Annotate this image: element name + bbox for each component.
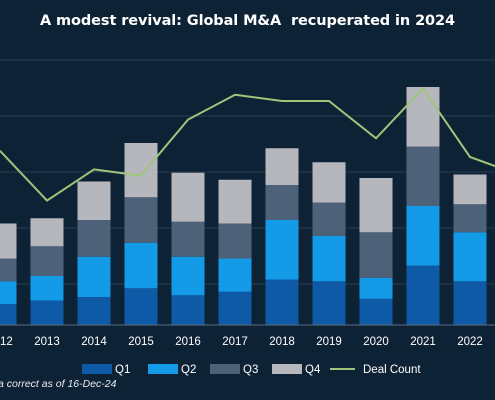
bar-q1-2019 (312, 281, 346, 325)
bar-q2-2021 (406, 206, 440, 266)
bar-q1-2020 (359, 298, 393, 325)
tick-label-2016: 2016 (175, 336, 201, 348)
bar-q3-2012 (0, 258, 17, 282)
bar-q2-2012 (0, 281, 17, 304)
bar-q4-2012 (0, 223, 17, 259)
tick-label-2014: 2014 (81, 336, 107, 348)
bar-q2-2016 (171, 256, 205, 296)
legend-label-q1: Q1 (115, 364, 130, 376)
bar-q3-2013 (30, 246, 64, 276)
tick-label-2019: 2019 (316, 336, 342, 348)
legend-swatch-q3 (210, 364, 240, 374)
bar-q3-2022 (453, 204, 487, 233)
legend-swatch-q2 (148, 364, 178, 374)
bar-q1-2016 (171, 295, 205, 325)
legend-swatch-q4 (272, 364, 302, 374)
bar-q3-2016 (171, 221, 205, 257)
legend-label-q2: Q2 (181, 364, 196, 376)
bar-q4-2018 (265, 148, 299, 185)
bar-q4-2021 (406, 87, 440, 147)
bar-q3-2017 (218, 223, 252, 259)
bar-q2-2022 (453, 232, 487, 282)
tick-label-2012: 2012 (0, 336, 13, 348)
chart-title: A modest revival: Global M&A recuperated… (39, 13, 456, 29)
tick-label-2017: 2017 (222, 336, 248, 348)
legend-label-q3: Q3 (243, 364, 258, 376)
bar-q1-2014 (77, 297, 111, 325)
bar-q2-2017 (218, 258, 252, 292)
bar-q2-2013 (30, 276, 64, 301)
bar-q4-2022 (453, 174, 487, 205)
bar-q1-2022 (453, 281, 487, 325)
legend-label-q4: Q4 (305, 364, 321, 376)
bar-q3-2021 (406, 146, 440, 206)
bar-q4-2016 (171, 172, 205, 222)
line-deal-count (0, 86, 495, 202)
tick-label-2013: 2013 (34, 336, 60, 348)
bar-q4-2019 (312, 162, 346, 203)
bar-q3-2019 (312, 202, 346, 236)
bar-q4-2014 (77, 181, 111, 220)
legend-swatch-q1 (82, 364, 112, 374)
tick-label-2021: 2021 (410, 336, 436, 348)
bar-q1-2017 (218, 291, 252, 325)
bar-q2-2018 (265, 220, 299, 280)
bar-q3-2018 (265, 185, 299, 220)
tick-label-2015: 2015 (128, 336, 154, 348)
bar-q4-2015 (124, 143, 158, 198)
footnote: a correct as of 16-Dec-24 (0, 378, 117, 390)
bar-q4-2020 (359, 178, 393, 233)
bar-q1-2021 (406, 265, 440, 325)
bar-q2-2020 (359, 277, 393, 299)
bar-q1-2015 (124, 288, 158, 325)
legend-label-deal-count: Deal Count (363, 364, 421, 376)
tick-label-2018: 2018 (269, 336, 295, 348)
bar-q2-2019 (312, 235, 346, 282)
bar-q1-2012 (0, 304, 17, 325)
bar-q3-2015 (124, 197, 158, 243)
bar-q4-2013 (30, 218, 64, 247)
bar-q2-2015 (124, 242, 158, 289)
tick-label-2022: 2022 (457, 336, 483, 348)
bar-q3-2020 (359, 232, 393, 278)
bar-q1-2018 (265, 279, 299, 325)
bar-q4-2017 (218, 179, 252, 224)
bar-q1-2013 (30, 300, 64, 325)
bar-q3-2014 (77, 220, 111, 257)
tick-label-2020: 2020 (363, 336, 389, 348)
bar-q2-2014 (77, 256, 111, 297)
